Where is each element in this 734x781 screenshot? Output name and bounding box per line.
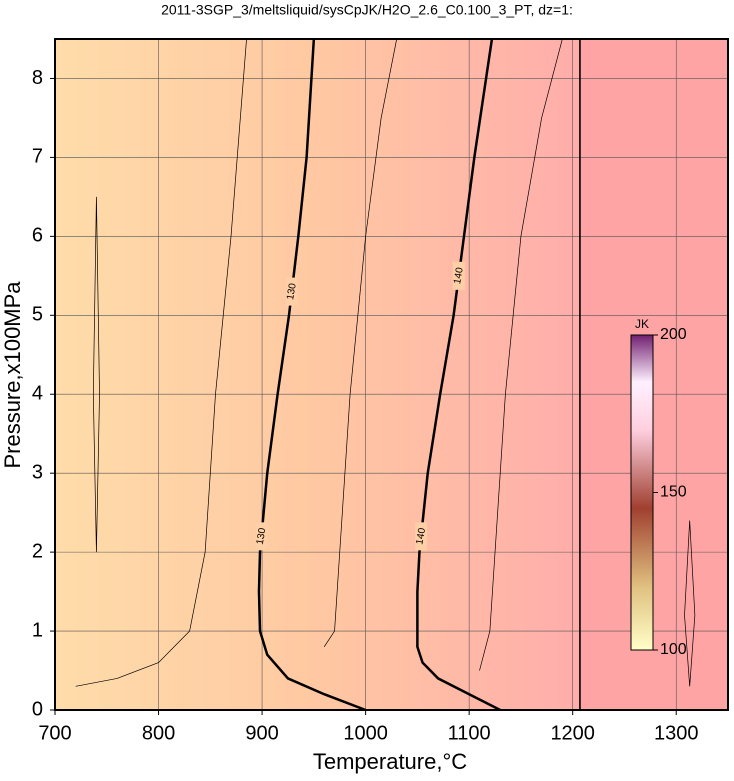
colorbar-tick-label: 150 — [660, 484, 687, 501]
plot-background — [55, 39, 728, 710]
contour-line — [92, 196, 100, 553]
x-tick-label: 1200 — [550, 722, 595, 744]
contour-label-bg — [452, 261, 465, 290]
y-tick-label: 3 — [32, 461, 43, 483]
major-contour — [416, 39, 501, 710]
x-tick-label: 1300 — [654, 722, 699, 744]
contour-line — [75, 39, 247, 687]
y-tick-label: 8 — [32, 67, 43, 89]
y-axis-label: Pressure,x100MPa — [0, 281, 25, 469]
y-tick-label: 4 — [32, 383, 43, 405]
y-tick-label: 7 — [32, 146, 43, 168]
y-tick-label: 2 — [32, 540, 43, 562]
plot-frame — [54, 38, 729, 711]
colorbar-tick-label: 200 — [660, 326, 687, 343]
x-tick-label: 800 — [142, 722, 175, 744]
x-axis-label: Temperature,°C — [313, 749, 467, 774]
contour-label: 130 — [255, 527, 269, 546]
plot-area: 130 130 140 140 — [55, 39, 728, 710]
x-tick-label: 700 — [38, 722, 71, 744]
contour-label-bg — [285, 277, 298, 306]
x-tick-label: 1100 — [448, 722, 491, 744]
major-contour — [257, 39, 367, 710]
contour-label: 140 — [414, 527, 428, 546]
background-left — [55, 39, 580, 710]
colorbar — [630, 334, 654, 651]
y-tick-label: 1 — [32, 619, 43, 641]
contour-label-bg — [255, 522, 268, 551]
y-tick-label: 0 — [32, 698, 43, 720]
colorbar-tick-label: 100 — [660, 641, 687, 658]
contour-label-bg — [415, 522, 428, 551]
chart-title: 2011-3SGP_3/meltsliquid/sysCpJK/H2O_2.6_… — [161, 2, 573, 18]
y-tick-label: 5 — [32, 304, 43, 326]
contour-line — [684, 520, 696, 687]
background-right — [580, 39, 728, 710]
colorbar-label: JK — [635, 317, 649, 331]
contour-line — [323, 39, 398, 648]
x-tick-label: 1000 — [343, 722, 388, 744]
x-tick-label: 900 — [245, 722, 278, 744]
contour-label: 140 — [452, 266, 466, 285]
y-tick-label: 6 — [32, 225, 43, 247]
contour-line — [479, 39, 563, 671]
contour-label: 130 — [285, 282, 299, 301]
